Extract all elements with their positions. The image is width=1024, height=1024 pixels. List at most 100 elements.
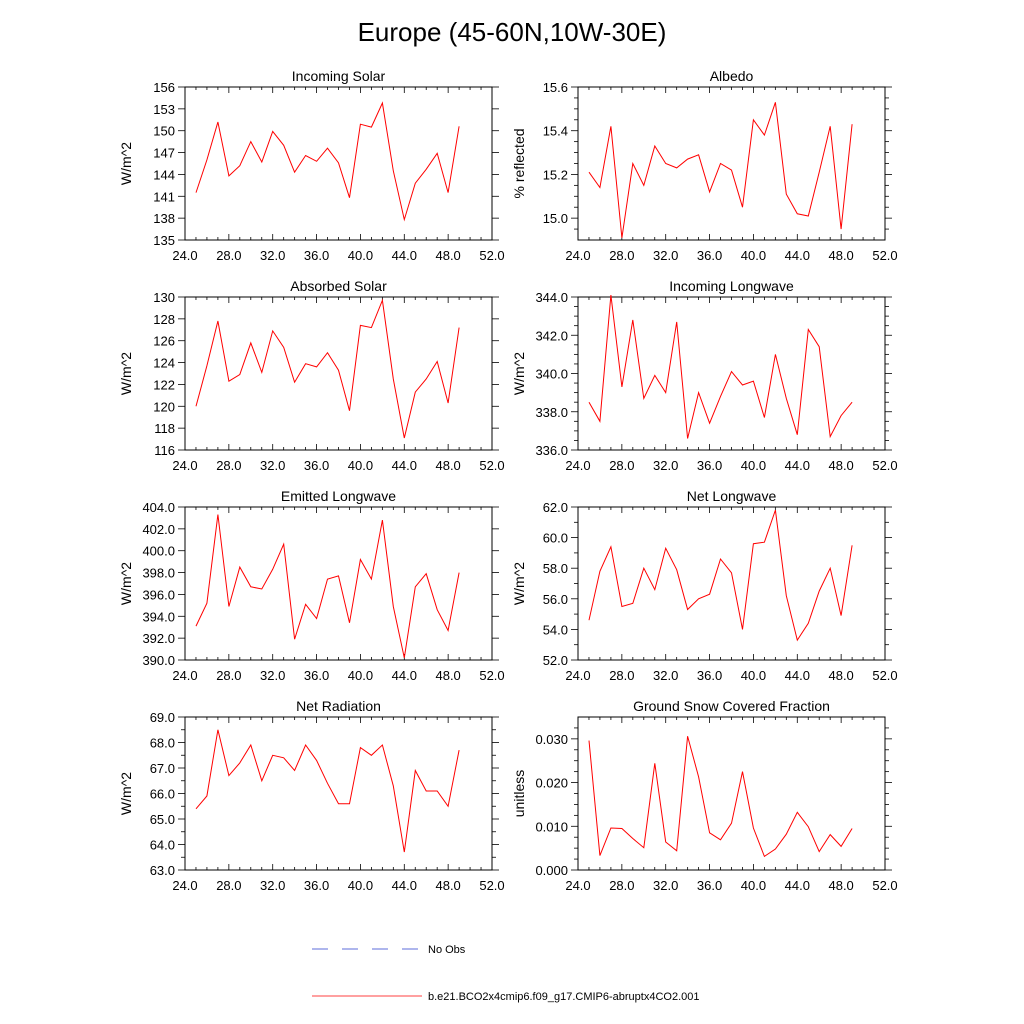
- y-tick-label: 68.0: [150, 736, 175, 751]
- y-tick-label: 128: [153, 312, 175, 327]
- x-tick-label: 44.0: [392, 458, 417, 473]
- x-tick-label: 24.0: [172, 248, 197, 263]
- x-tick-label: 40.0: [348, 458, 373, 473]
- legend-model-label: b.e21.BCO2x4cmip6.f09_g17.CMIP6-abruptx4…: [428, 991, 700, 1003]
- x-tick-label: 48.0: [435, 878, 460, 893]
- y-tick-label: 135: [153, 233, 175, 248]
- x-tick-label: 44.0: [785, 458, 810, 473]
- panel-net-radiation: Net Radiation 24.0 28.0 32.0 36.0 40.0 44.0 48.…: [118, 698, 505, 893]
- x-tick-label: 40.0: [348, 248, 373, 263]
- y-axis-label: unitless: [511, 770, 527, 817]
- x-tick-label: 36.0: [304, 458, 329, 473]
- panel-title: Ground Snow Covered Fraction: [633, 698, 830, 714]
- y-tick-label: 15.4: [543, 124, 568, 139]
- series-line-0: [588, 295, 853, 439]
- x-tick-label: 44.0: [392, 878, 417, 893]
- x-tick-label: 40.0: [741, 878, 766, 893]
- x-tick-label: 24.0: [565, 248, 590, 263]
- y-tick-label: 122: [153, 377, 175, 392]
- y-tick-label: 62.0: [543, 500, 568, 515]
- y-tick-label: 396.0: [142, 587, 175, 602]
- y-tick-label: 144: [153, 167, 175, 182]
- y-tick-label: 338.0: [535, 405, 568, 420]
- plot-frame: [184, 506, 493, 661]
- x-tick-label: 32.0: [260, 878, 285, 893]
- plot-frame: [577, 86, 886, 241]
- series-line-0: [195, 298, 460, 439]
- series-line-0: [588, 102, 853, 238]
- x-tick-label: 48.0: [828, 458, 853, 473]
- x-tick-label: 28.0: [609, 878, 634, 893]
- panels: Incoming Solar 24.0 28.0 32.0 36.0 40.0 44.0 48…: [118, 68, 898, 893]
- panel-title: Net Radiation: [296, 698, 381, 714]
- plot-frame: [184, 716, 493, 871]
- x-tick-label: 24.0: [172, 458, 197, 473]
- x-tick-label: 48.0: [828, 668, 853, 683]
- x-tick-label: 32.0: [653, 878, 678, 893]
- x-tick-label: 44.0: [392, 248, 417, 263]
- x-tick-label: 24.0: [565, 458, 590, 473]
- x-tick-label: 28.0: [216, 878, 241, 893]
- y-axis-label: W/m^2: [118, 352, 134, 395]
- y-axis-label: W/m^2: [511, 562, 527, 605]
- x-tick-label: 24.0: [565, 668, 590, 683]
- y-axis-label: W/m^2: [118, 562, 134, 605]
- y-tick-label: 118: [154, 421, 175, 436]
- x-tick-label: 52.0: [872, 878, 897, 893]
- y-tick-label: 390.0: [142, 653, 175, 668]
- y-tick-label: 124: [153, 356, 175, 371]
- series-line-0: [195, 101, 460, 222]
- panel-absorbed-solar: Absorbed Solar 24.0 28.0 32.0 36.0 40.0 44.0 48…: [118, 278, 505, 473]
- y-tick-label: 52.0: [543, 653, 568, 668]
- y-tick-label: 0.030: [535, 732, 568, 747]
- x-tick-label: 32.0: [260, 458, 285, 473]
- panel-title: Emitted Longwave: [281, 488, 396, 504]
- x-tick-label: 48.0: [435, 668, 460, 683]
- y-axis-label: W/m^2: [118, 772, 134, 815]
- y-tick-label: 392.0: [142, 631, 175, 646]
- y-tick-label: 141: [153, 189, 175, 204]
- series-line-0: [195, 514, 460, 658]
- x-tick-label: 32.0: [653, 458, 678, 473]
- x-tick-label: 52.0: [872, 248, 897, 263]
- y-tick-label: 69.0: [150, 710, 175, 725]
- x-tick-label: 44.0: [785, 248, 810, 263]
- x-tick-label: 36.0: [697, 248, 722, 263]
- x-tick-label: 40.0: [741, 668, 766, 683]
- x-tick-label: 40.0: [741, 458, 766, 473]
- y-tick-label: 400.0: [142, 544, 175, 559]
- x-tick-label: 44.0: [785, 878, 810, 893]
- series-line-0: [588, 509, 853, 642]
- y-tick-label: 65.0: [150, 812, 175, 827]
- y-tick-label: 64.0: [150, 838, 175, 853]
- y-tick-label: 0.020: [535, 776, 568, 791]
- x-tick-label: 44.0: [392, 668, 417, 683]
- x-tick-label: 40.0: [348, 878, 373, 893]
- y-tick-label: 58.0: [543, 561, 568, 576]
- panel-emitted-longwave: Emitted Longwave 24.0 28.0 32.0 36.0 40.0 44.0…: [118, 488, 505, 683]
- panel-title: Albedo: [710, 68, 754, 84]
- x-tick-label: 32.0: [653, 668, 678, 683]
- y-tick-label: 398.0: [142, 566, 175, 581]
- panel-title: Incoming Longwave: [669, 278, 794, 294]
- panel-incoming-longwave: Incoming Longwave 24.0 28.0 32.0 36.0 40.0 44.…: [511, 278, 898, 473]
- y-tick-label: 402.0: [142, 522, 175, 537]
- y-tick-label: 116: [154, 443, 175, 458]
- x-tick-label: 28.0: [609, 458, 634, 473]
- x-tick-label: 32.0: [260, 668, 285, 683]
- y-tick-label: 147: [153, 146, 175, 161]
- x-tick-label: 28.0: [216, 668, 241, 683]
- y-tick-label: 394.0: [142, 609, 175, 624]
- plot-frame: [577, 506, 886, 661]
- x-tick-label: 28.0: [609, 248, 634, 263]
- y-tick-label: 63.0: [150, 863, 175, 878]
- x-tick-label: 48.0: [828, 248, 853, 263]
- panel-title: Net Longwave: [687, 488, 777, 504]
- x-tick-label: 36.0: [697, 878, 722, 893]
- legend: No Obs b.e21.BCO2x4cmip6.f09_g17.CMIP6-a…: [312, 944, 700, 1003]
- figure-title: Europe (45-60N,10W-30E): [358, 17, 667, 47]
- legend-no-obs-label: No Obs: [428, 944, 466, 956]
- x-tick-label: 44.0: [785, 668, 810, 683]
- y-tick-label: 15.6: [543, 80, 568, 95]
